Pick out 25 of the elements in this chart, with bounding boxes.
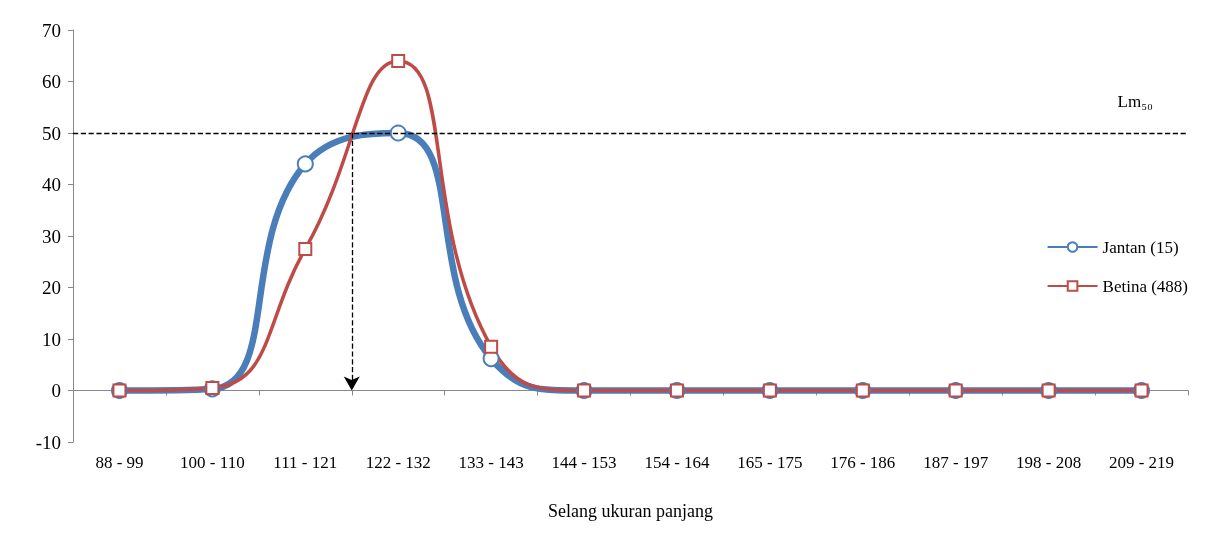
x-tick-label: 144 - 153 (551, 453, 617, 472)
y-tick-label: 10 (42, 328, 61, 350)
x-axis-title: Selang ukuran panjang (548, 501, 713, 521)
x-tick-label: 88 - 99 (95, 453, 144, 472)
y-tick-label: 60 (42, 71, 61, 92)
x-tick-label: 198 - 208 (1016, 453, 1082, 472)
y-tick-label: 0 (51, 380, 61, 401)
y-tick-label: 20 (42, 277, 61, 298)
x-tick-label: 209 - 219 (1108, 453, 1175, 472)
y-tick-label: -10 (35, 431, 61, 453)
y-tick-label: 50 (42, 122, 61, 144)
legend-label: Betina (488) (1102, 276, 1188, 296)
y-tick-label: 70 (42, 19, 61, 41)
x-tick-label: 122 - 132 (365, 453, 431, 472)
x-tick-label: 100 - 110 (180, 453, 245, 472)
x-tick-label: 176 - 186 (830, 453, 896, 472)
x-tick-label: 154 - 164 (644, 453, 711, 472)
ref-line-label: Lm₅₀ (1117, 92, 1154, 111)
y-tick-label: 40 (42, 174, 61, 195)
x-tick-label: 111 - 121 (273, 453, 338, 472)
legend-label: Jantan (15) (1102, 237, 1179, 257)
x-tick-label: 187 - 197 (923, 453, 989, 472)
x-tick-label: 165 - 175 (737, 453, 803, 472)
x-tick-label: 133 - 143 (458, 453, 524, 472)
y-tick-label: 30 (42, 225, 61, 247)
